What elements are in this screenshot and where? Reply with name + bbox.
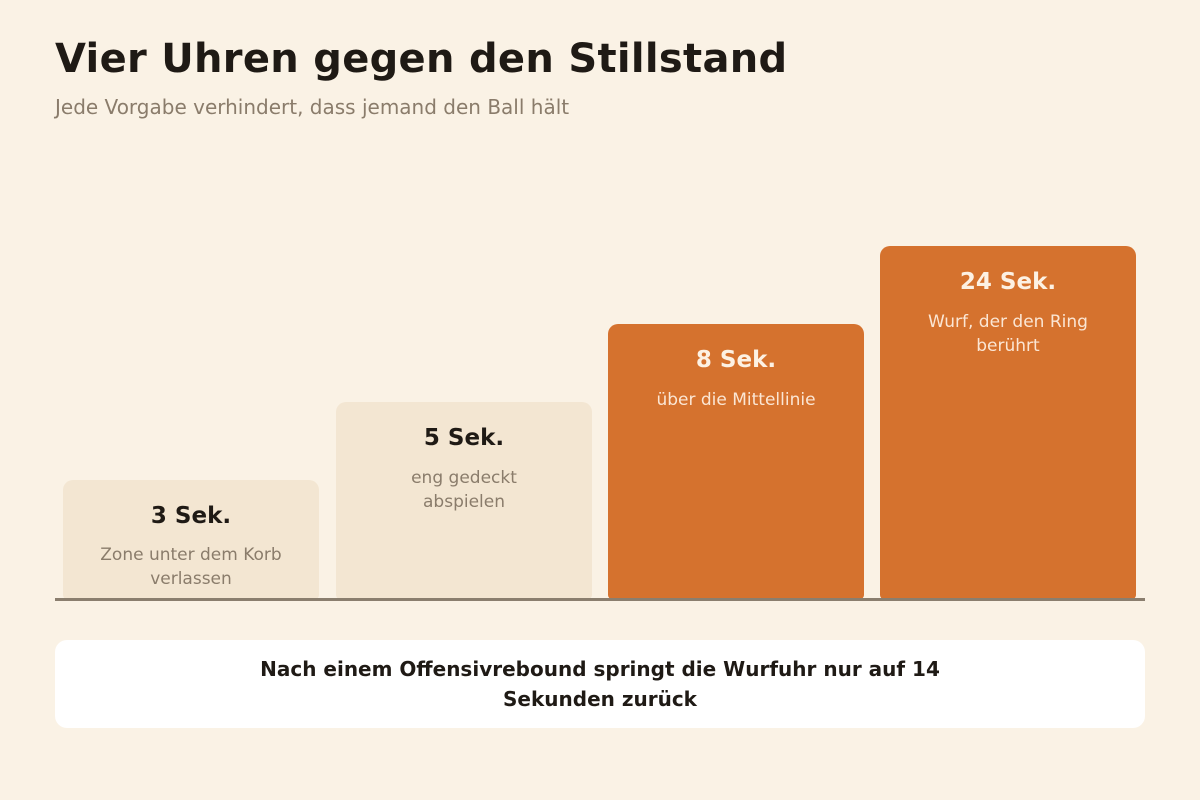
- page-subtitle: Jede Vorgabe verhindert, dass jemand den…: [55, 95, 570, 119]
- baseline: [55, 598, 1145, 601]
- page-title: Vier Uhren gegen den Stillstand: [55, 36, 788, 82]
- step-bar-8-seconds: 8 Sek. über die Mittellinie: [608, 324, 864, 599]
- step-description: eng gedeckt abspielen: [411, 468, 517, 512]
- step-description: über die Mittellinie: [656, 390, 816, 410]
- step-value-label: 5 Sek.: [423, 425, 505, 451]
- note-text: Nach einem Offensivrebound springt die W…: [260, 657, 940, 711]
- step-bar-24-seconds: 24 Sek. Wurf, der den Ring berührt: [880, 246, 1136, 599]
- step-value-label: 8 Sek.: [695, 347, 777, 373]
- step-description: Zone unter dem Korb verlassen: [100, 545, 282, 589]
- step-value-label: 3 Sek.: [150, 503, 232, 529]
- step-description: Wurf, der den Ring berührt: [928, 312, 1088, 356]
- step-bar-5-seconds: 5 Sek. eng gedeckt abspielen: [336, 402, 592, 599]
- note-box: Nach einem Offensivrebound springt die W…: [55, 640, 1145, 728]
- step-bar-3-seconds: 3 Sek. Zone unter dem Korb verlassen: [63, 480, 319, 599]
- step-value-label: 24 Sek.: [959, 269, 1057, 295]
